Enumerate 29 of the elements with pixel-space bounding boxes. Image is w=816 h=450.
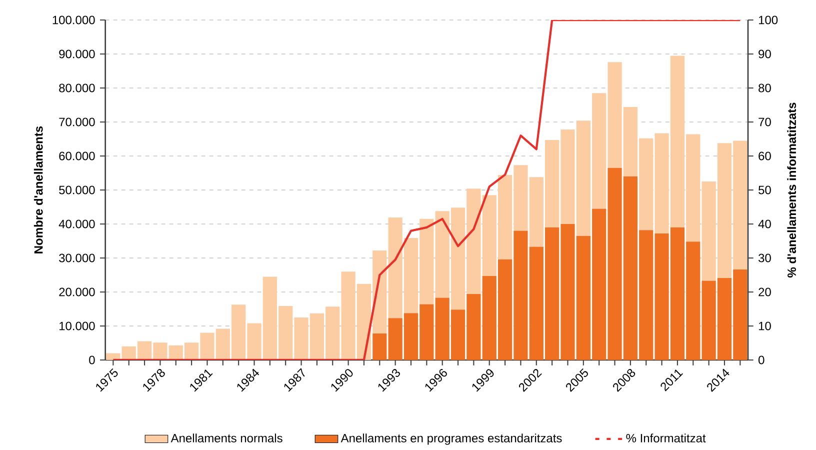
bar: [106, 353, 120, 360]
y2-tick-label: 20: [758, 288, 771, 296]
y2-axis-title: % d'anellaments informatitzats: [787, 102, 796, 278]
y2-tick-label: 50: [758, 186, 771, 194]
y-tick-label: 40.000: [58, 220, 95, 228]
legend-label: % Informatitzat: [626, 434, 706, 443]
y-tick-label: 0: [89, 356, 95, 364]
y2-tick-label: 70: [758, 118, 771, 126]
y2-tick-label: 60: [758, 152, 771, 160]
y2-tick-label: 30: [758, 254, 771, 262]
y-tick-label: 90.000: [59, 50, 95, 58]
y-tick-label: 10.000: [60, 322, 95, 330]
y-tick-label: 80.000: [59, 84, 95, 92]
y2-tick-label: 90: [758, 50, 771, 58]
y-tick-label: 20.000: [59, 288, 95, 296]
y-tick-label: 30.000: [59, 254, 95, 262]
y2-tick-label: 40: [758, 220, 771, 228]
y-tick-label: 100.000: [52, 16, 95, 24]
y-tick-label: 50.000: [59, 186, 95, 194]
y2-tick-label: 80: [758, 84, 771, 92]
y-tick-label: 70.000: [59, 118, 95, 126]
y-tick-label: 60.000: [59, 152, 95, 160]
y2-tick-label: 100: [758, 16, 778, 24]
y2-tick-label: 0: [758, 356, 764, 364]
bar: [372, 334, 387, 360]
y-axis-title: Nombre d'anellaments: [34, 126, 43, 254]
legend-label: Anellaments en programes estandaritzats: [340, 434, 562, 445]
legend-label: Anellaments normals: [170, 434, 282, 443]
y2-tick-label: 10: [758, 322, 771, 330]
